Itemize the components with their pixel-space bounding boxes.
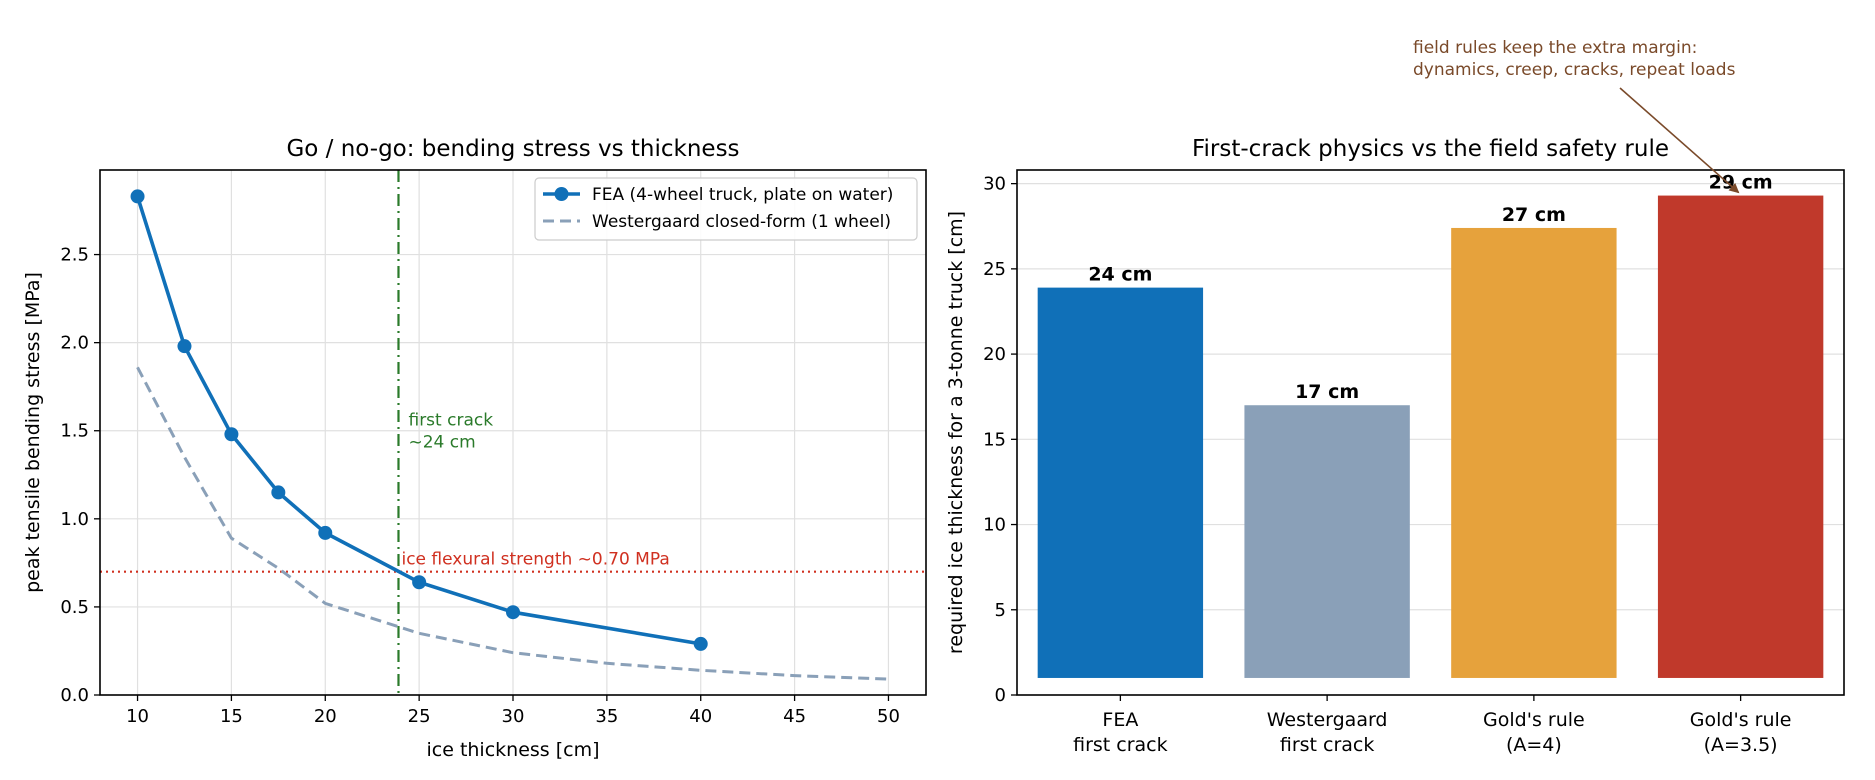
bar-value-label: 17 cm [1295, 381, 1359, 403]
x-tick-label: 25 [408, 706, 431, 727]
x-tick-label: (A=4) [1506, 734, 1562, 756]
line-chart-x-axis-label: ice thickness [cm] [426, 739, 599, 761]
x-tick-label: 10 [126, 706, 149, 727]
x-tick-label: first crack [1073, 734, 1168, 756]
fea-data-point [693, 636, 708, 651]
x-tick-label: Gold's rule [1483, 709, 1585, 731]
fea-series-line [135, 195, 701, 646]
bar-chart-frame [1016, 169, 1845, 696]
line-chart-grid [100, 170, 926, 696]
y-tick-label: 1.0 [60, 509, 89, 530]
fea-data-point [130, 189, 145, 204]
fea-data-point [177, 339, 192, 354]
y-tick-label: 0.5 [60, 597, 89, 618]
bar-value-label: 24 cm [1088, 264, 1152, 286]
legend-fea-marker [554, 187, 569, 201]
fea-data-point [412, 575, 427, 590]
bar-chart-ticks: 0 5 10 15 20 25 30 FEA first crack Westergaard fir… [983, 174, 1791, 756]
bar-value-label: 27 cm [1502, 204, 1566, 226]
annotation-arrow [1619, 87, 1740, 194]
y-tick-label: 5 [995, 600, 1006, 621]
line-chart-title: Go / no-go: bending stress vs thickness [286, 136, 739, 162]
x-tick-label: Gold's rule [1690, 709, 1792, 731]
bar [1244, 405, 1410, 678]
bar [1657, 195, 1824, 678]
annotation-line-2: dynamics, creep, cracks, repeat loads [1413, 60, 1736, 80]
x-tick-label: 50 [877, 706, 900, 727]
line-chart-frame [99, 169, 927, 696]
fea-data-point [224, 427, 239, 442]
x-tick-label: (A=3.5) [1704, 734, 1778, 756]
bar [1037, 287, 1204, 678]
line-chart-legend: FEA (4-wheel truck, plate on water) West… [534, 177, 918, 241]
line-chart: 10 15 20 25 30 35 40 45 50 0.0 0.5 1.0 1.5 2.0 2.5 ice… [22, 136, 927, 761]
first-crack-value-label: ~24 cm [408, 432, 475, 452]
line-chart-y-axis-label: peak tensile bending stress [MPa] [22, 272, 44, 593]
line-chart-ticks: 10 15 20 25 30 35 40 45 50 0.0 0.5 1.0 1.5 2.0 2.5 [60, 245, 900, 727]
y-tick-label: 0 [995, 685, 1006, 706]
y-tick-label: 15 [983, 429, 1006, 450]
y-tick-label: 25 [983, 259, 1006, 280]
y-tick-label: 1.5 [60, 421, 89, 442]
x-tick-label: 45 [783, 706, 806, 727]
x-tick-label: first crack [1280, 734, 1375, 756]
bar [1451, 227, 1617, 678]
legend-fea-label: FEA (4-wheel truck, plate on water) [592, 185, 893, 205]
bar-chart-title: First-crack physics vs the field safety … [1192, 136, 1669, 162]
y-tick-label: 10 [983, 515, 1006, 536]
x-tick-label: 40 [689, 706, 712, 727]
flexural-strength-label: ice flexural strength ~0.70 MPa [401, 550, 669, 570]
bar-value-label: 29 cm [1709, 172, 1773, 194]
y-tick-label: 2.0 [60, 333, 89, 354]
fea-series-points [130, 189, 708, 651]
x-tick-label: 35 [595, 706, 618, 727]
y-tick-label: 30 [983, 174, 1006, 195]
bar-chart-y-axis-label: required ice thickness for a 3-tonne tru… [945, 211, 967, 654]
x-tick-label: FEA [1102, 709, 1138, 731]
fea-data-point [271, 485, 286, 500]
bar-chart-bars: 24 cm 17 cm 27 cm 29 cm [1037, 172, 1824, 678]
x-tick-label: 20 [314, 706, 337, 727]
y-tick-label: 20 [983, 344, 1006, 365]
fea-data-point [318, 525, 333, 540]
fea-data-point [506, 605, 520, 620]
westergaard-series-line [136, 366, 889, 681]
x-tick-label: 15 [220, 706, 243, 727]
x-tick-label: Westergaard [1267, 709, 1388, 731]
safety-margin-annotation: field rules keep the extra margin: dynam… [1413, 38, 1740, 194]
bar-chart: 24 cm 17 cm 27 cm 29 cm 0 5 10 15 20 25 30 FEA firs… [945, 38, 1845, 756]
first-crack-label: first crack [408, 410, 493, 430]
y-tick-label: 0.0 [60, 685, 89, 706]
annotation-line-1: field rules keep the extra margin: [1413, 38, 1697, 58]
legend-westergaard-label: Westergaard closed-form (1 wheel) [592, 212, 891, 232]
x-tick-label: 30 [502, 706, 525, 727]
y-tick-label: 2.5 [60, 245, 89, 266]
